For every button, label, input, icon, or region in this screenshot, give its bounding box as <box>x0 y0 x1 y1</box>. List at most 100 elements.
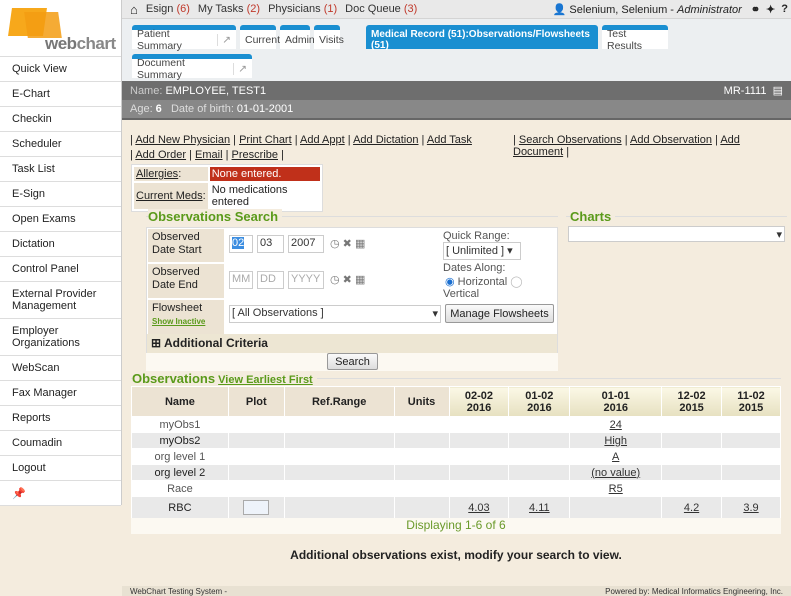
action-link[interactable]: Add Document <box>513 134 740 158</box>
observation-value[interactable]: 24 <box>569 416 663 433</box>
action-link[interactable]: Email <box>195 149 223 161</box>
tab-document-summary[interactable]: Document Summary ↗ <box>132 54 252 81</box>
additional-observations-note: Additional observations exist, modify yo… <box>290 548 622 562</box>
horizontal-radio[interactable]: ◉ <box>445 276 455 288</box>
sidebar-item-e-chart[interactable]: E-Chart <box>0 82 121 107</box>
end-month-input[interactable]: MM <box>229 271 253 289</box>
sidebar-item-quick-view[interactable]: Quick View <box>0 57 121 82</box>
sidebar-item-checkin[interactable]: Checkin <box>0 107 121 132</box>
sidebar-item-external-provider-management[interactable]: External Provider Management <box>0 282 121 319</box>
clear-icon[interactable]: ✖ <box>342 274 352 286</box>
action-links-row2: | Add Order | Email | Prescribe | <box>130 149 284 161</box>
observation-value <box>661 432 723 449</box>
my-tasks-link[interactable]: My Tasks (2) <box>197 3 261 15</box>
sidebar-item-scheduler[interactable]: Scheduler <box>0 132 121 157</box>
table-row: myObs2 High <box>131 432 781 449</box>
start-day-input[interactable]: 03 <box>257 235 284 253</box>
observation-value[interactable]: 4.11 <box>508 496 571 519</box>
help-icon[interactable]: ? <box>781 3 788 15</box>
view-earliest-first-link[interactable]: View Earliest First <box>218 374 313 386</box>
tab-patient-summary[interactable]: Patient Summary ↗ <box>132 25 236 52</box>
doc-queue-link[interactable]: Doc Queue (3) <box>345 3 418 15</box>
plot-cell <box>227 464 285 481</box>
flowsheet-select[interactable]: [ All Observations ] ▾ <box>229 305 441 323</box>
end-date-label: Observed Date End <box>148 264 224 298</box>
tab-medical-record[interactable]: Medical Record (51):Observations/Flowshe… <box>366 25 598 51</box>
observation-value[interactable]: 4.03 <box>448 496 510 519</box>
sidebar-item-e-sign[interactable]: E-Sign <box>0 182 121 207</box>
additional-criteria-toggle[interactable]: ⊞ Additional Criteria <box>147 334 557 353</box>
action-link[interactable]: Add Appt <box>300 134 345 146</box>
esign-link[interactable]: Esign (6) <box>145 3 190 15</box>
calendar-icon[interactable]: ▦ <box>354 238 366 250</box>
date-column-header[interactable]: 12-02 2015 <box>661 386 723 417</box>
column-header: Ref.Range <box>283 386 395 417</box>
quick-range-label: Quick Range: <box>443 230 510 242</box>
calendar-icon[interactable]: ▦ <box>354 274 366 286</box>
observation-value[interactable]: 4.2 <box>661 496 723 519</box>
wand-icon[interactable]: ✦ <box>766 3 776 16</box>
sidebar-item-task-list[interactable]: Task List <box>0 157 121 182</box>
end-day-input[interactable]: DD <box>257 271 284 289</box>
pin-icon[interactable]: 📌 <box>0 481 121 506</box>
action-link[interactable]: Search Observations <box>518 134 622 146</box>
sidebar-item-coumadin[interactable]: Coumadin <box>0 431 121 456</box>
sidebar-item-open-exams[interactable]: Open Exams <box>0 207 121 232</box>
tab-visits[interactable]: Visits <box>314 25 344 49</box>
charts-select[interactable]: ▾ <box>568 226 785 242</box>
show-inactive-link[interactable]: Show Inactive <box>152 317 206 326</box>
search-button[interactable]: Search <box>327 353 378 370</box>
observation-value <box>448 464 510 481</box>
tab-admin[interactable]: Admin <box>280 25 315 49</box>
action-link[interactable]: Add Order <box>135 149 187 161</box>
manage-flowsheets-button[interactable]: Manage Flowsheets <box>445 304 554 323</box>
vertical-radio[interactable]: ◯ <box>510 276 523 288</box>
plot-cell[interactable] <box>227 496 285 519</box>
date-column-header[interactable]: 01-01 2016 <box>569 386 663 417</box>
date-column-header[interactable]: 11-02 2015 <box>721 386 781 417</box>
clock-icon[interactable]: ◷ <box>330 274 340 286</box>
action-link[interactable]: Add Task <box>426 134 472 146</box>
chart-icon[interactable]: ▤ <box>772 85 783 97</box>
current-meds-link[interactable]: Current Meds <box>136 190 203 202</box>
date-column-header[interactable]: 01-02 2016 <box>508 386 571 417</box>
observation-name: RBC <box>131 496 229 519</box>
home-icon[interactable]: ⌂ <box>130 1 138 17</box>
patient-age-bar: Age: 6 Date of birth: 01-01-2001 <box>122 100 791 120</box>
link-icon[interactable]: ⚭ <box>750 3 761 16</box>
action-link[interactable]: Add New Physician <box>135 134 231 146</box>
sparkline-icon[interactable] <box>243 500 270 515</box>
action-link[interactable]: Prescribe <box>231 149 279 161</box>
search-title: Observations Search <box>148 209 283 224</box>
sidebar-item-fax-manager[interactable]: Fax Manager <box>0 381 121 406</box>
plot-cell <box>227 416 285 433</box>
clear-icon[interactable]: ✖ <box>342 238 352 250</box>
sidebar-item-logout[interactable]: Logout <box>0 456 121 481</box>
start-month-input[interactable]: 02 <box>232 237 245 249</box>
observations-table: Name Plot Ref.Range Units 02-02 2016 01-02 2016… <box>131 386 781 519</box>
sidebar-item-employer-organizations[interactable]: Employer Organizations <box>0 319 121 356</box>
observation-value[interactable]: R5 <box>569 480 663 497</box>
start-year-input[interactable]: 2007 <box>288 235 324 253</box>
observation-value[interactable]: A <box>569 448 663 465</box>
webchart-logo[interactable]: webchart <box>0 0 121 57</box>
sidebar-item-dictation[interactable]: Dictation <box>0 232 121 257</box>
end-year-input[interactable]: YYYY <box>288 271 324 289</box>
sidebar-item-control-panel[interactable]: Control Panel <box>0 257 121 282</box>
user-menu[interactable]: 👤 Selenium, Selenium - Administrator <box>552 3 742 16</box>
clock-icon[interactable]: ◷ <box>330 238 340 250</box>
tab-current[interactable]: Current <box>240 25 280 49</box>
action-link[interactable]: Add Observation <box>630 134 712 146</box>
observation-value[interactable]: (no value) <box>569 464 663 481</box>
action-link[interactable]: Add Dictation <box>353 134 419 146</box>
observation-value[interactable]: High <box>569 432 663 449</box>
action-link[interactable]: Print Chart <box>239 134 292 146</box>
allergies-link[interactable]: Allergies <box>136 168 179 180</box>
sidebar-item-reports[interactable]: Reports <box>0 406 121 431</box>
physicians-link[interactable]: Physicians (1) <box>268 3 338 15</box>
sidebar-item-webscan[interactable]: WebScan <box>0 356 121 381</box>
date-column-header[interactable]: 02-02 2016 <box>448 386 510 417</box>
observation-value[interactable]: 3.9 <box>721 496 781 519</box>
quick-range-select[interactable]: [ Unlimited ] ▾ <box>443 242 521 260</box>
tab-test-results[interactable]: Test Results <box>602 25 668 52</box>
